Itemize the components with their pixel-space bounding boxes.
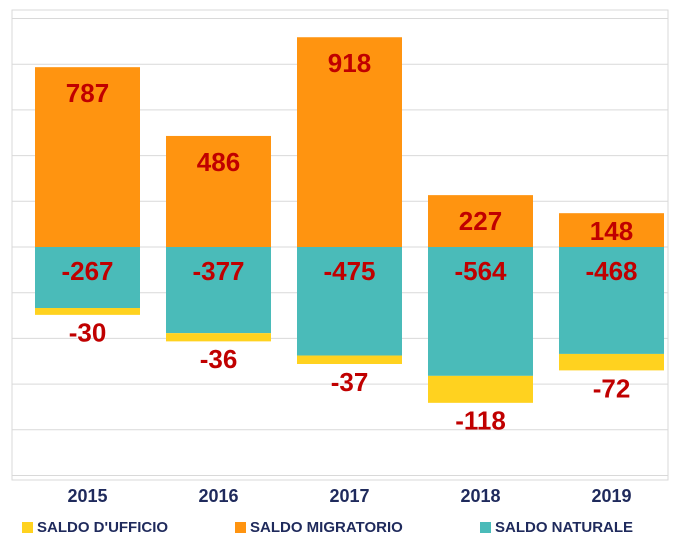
data-label: 918 bbox=[328, 48, 371, 78]
x-tick-label: 2016 bbox=[198, 486, 238, 506]
data-label: -564 bbox=[454, 256, 507, 286]
x-tick-label: 2017 bbox=[329, 486, 369, 506]
bar-segment bbox=[297, 37, 402, 247]
bar-segment bbox=[428, 375, 533, 403]
legend-label: SALDO MIGRATORIO bbox=[250, 519, 403, 536]
bar-segment bbox=[35, 247, 140, 309]
bar-segment bbox=[297, 247, 402, 356]
legend-label: SALDO D'UFFICIO bbox=[37, 519, 168, 536]
data-label: -72 bbox=[593, 373, 631, 403]
bar-segment bbox=[166, 247, 271, 334]
bar-segment bbox=[428, 195, 533, 247]
data-label: 486 bbox=[197, 147, 240, 177]
bar-segment bbox=[559, 213, 664, 247]
bar-segment bbox=[166, 333, 271, 342]
data-label: -37 bbox=[331, 367, 369, 397]
x-tick-label: 2015 bbox=[67, 486, 107, 506]
data-label: -267 bbox=[61, 256, 113, 286]
data-label: -377 bbox=[192, 256, 244, 286]
bar-segment bbox=[35, 67, 140, 247]
data-label: 227 bbox=[459, 206, 502, 236]
bar-segment bbox=[428, 247, 533, 376]
bar-segment bbox=[559, 353, 664, 371]
bar-segment bbox=[166, 135, 271, 247]
legend-swatch bbox=[22, 522, 33, 533]
data-label: 148 bbox=[590, 216, 633, 246]
bar-segment bbox=[297, 355, 402, 364]
legend-swatch bbox=[480, 522, 491, 533]
bar-segment bbox=[559, 247, 664, 354]
data-label: -118 bbox=[455, 406, 506, 436]
data-label: 787 bbox=[66, 78, 109, 108]
data-label: -475 bbox=[323, 256, 375, 286]
legend-label: SALDO NATURALE bbox=[495, 519, 633, 536]
x-tick-label: 2019 bbox=[591, 486, 631, 506]
x-tick-label: 2018 bbox=[460, 486, 500, 506]
data-label: -36 bbox=[200, 344, 238, 374]
data-label: -468 bbox=[585, 256, 637, 286]
data-label: -30 bbox=[69, 318, 107, 348]
bar-segment bbox=[35, 308, 140, 315]
legend-swatch bbox=[235, 522, 246, 533]
